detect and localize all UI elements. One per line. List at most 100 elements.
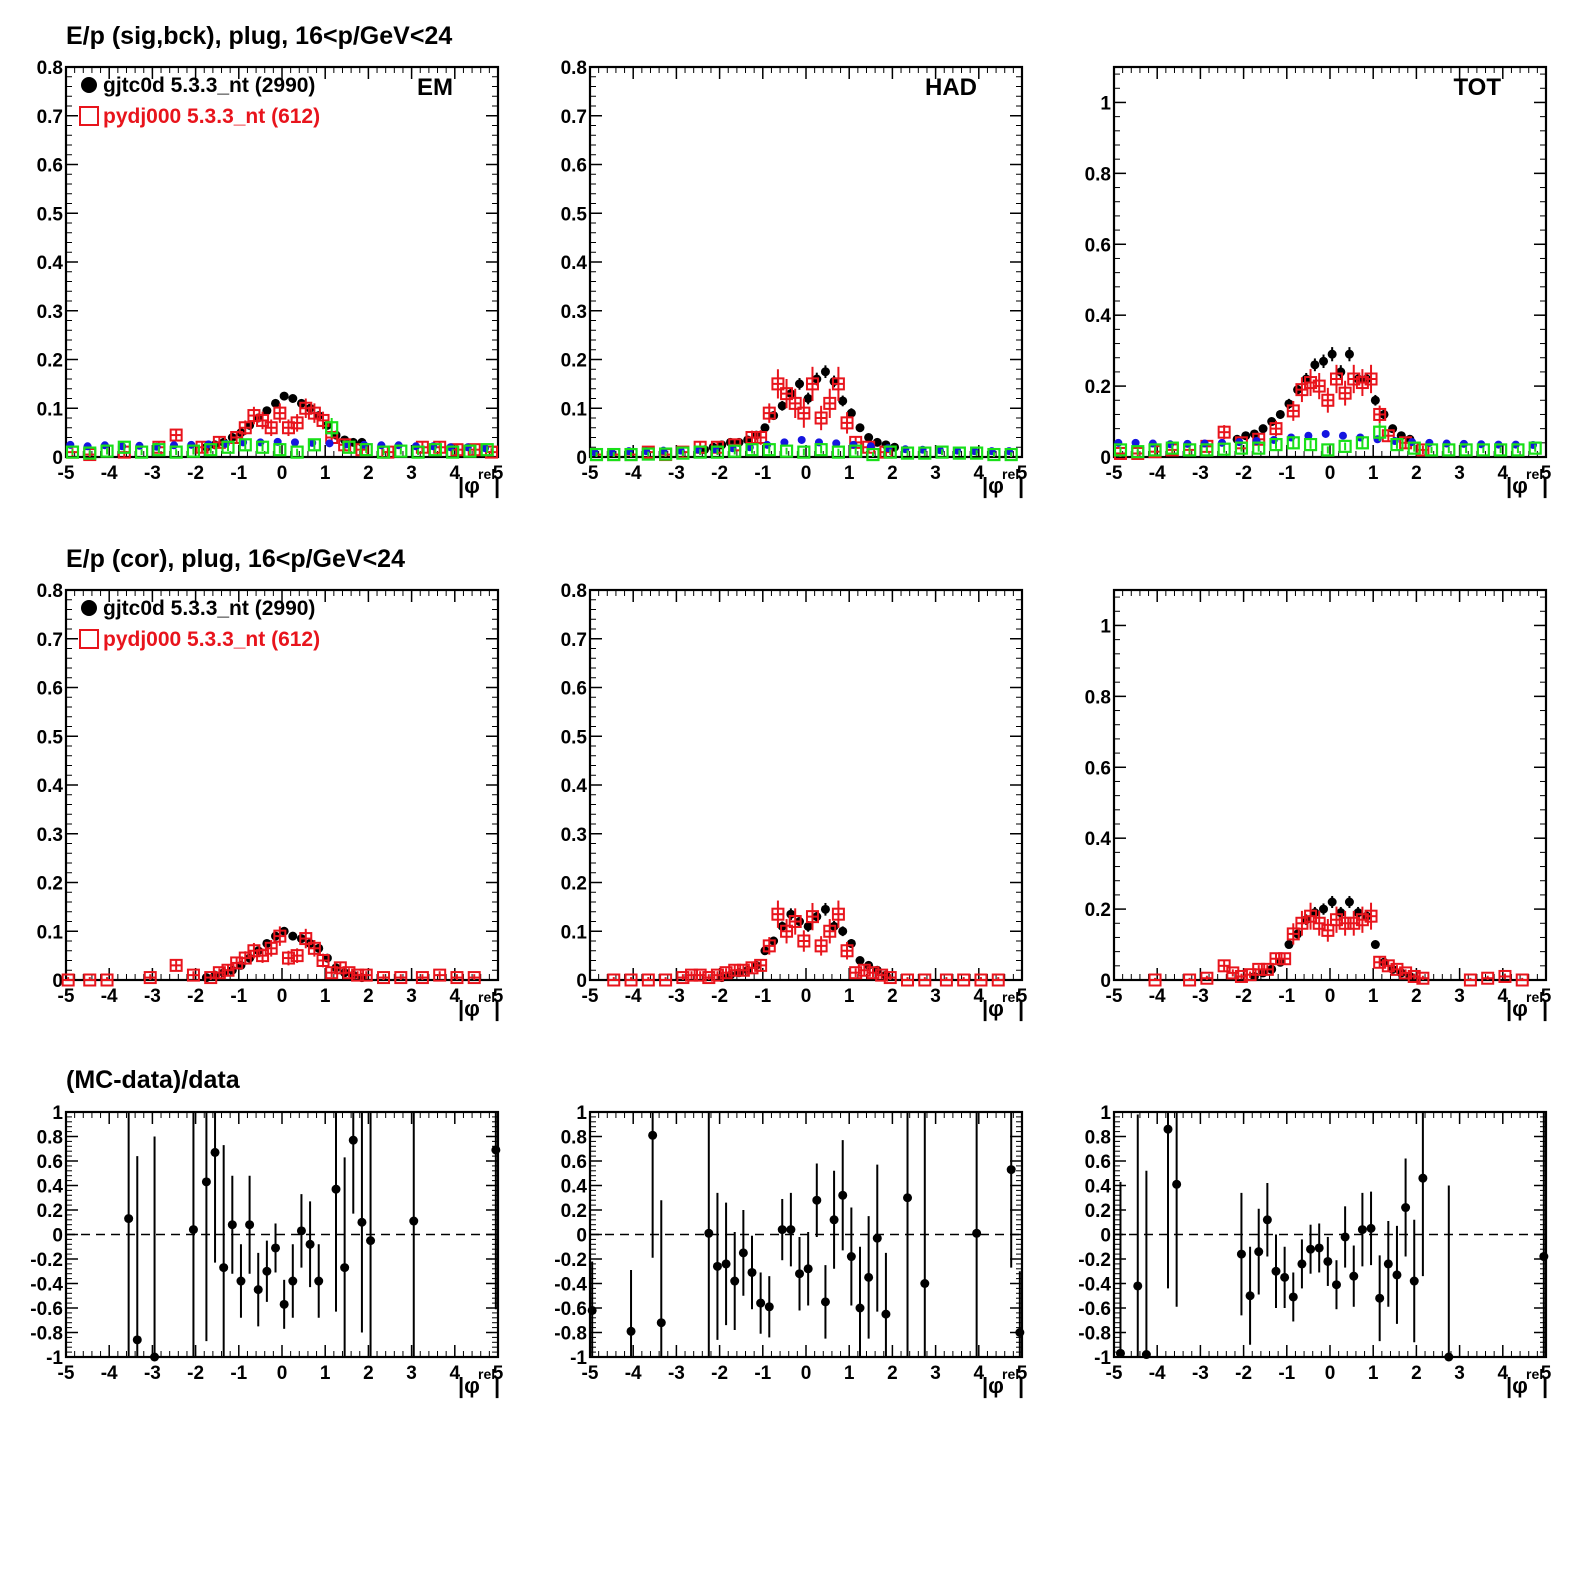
y-tick-label: 0.1 (37, 922, 64, 943)
y-tick-label: 0 (576, 448, 587, 469)
mc-point (1347, 372, 1361, 386)
mc-point (1399, 966, 1413, 980)
x-tick-label: 2 (887, 1363, 898, 1384)
y-tick-label: 0.2 (37, 1201, 63, 1222)
data-point (872, 1233, 882, 1243)
y-tick-label: 0.7 (37, 107, 63, 128)
legend-mc-marker (79, 106, 99, 126)
mc-point (814, 411, 828, 425)
bck-mc-point (1286, 436, 1300, 450)
data-point (1353, 908, 1363, 918)
mc-point (788, 915, 802, 928)
data-point (132, 1335, 142, 1345)
data-point (491, 1145, 501, 1155)
data-point (262, 1266, 272, 1276)
x-tick-label: -2 (1235, 1363, 1252, 1384)
mc-point (883, 971, 897, 985)
data-point (1163, 1124, 1173, 1134)
x-tick-label: 1 (844, 1363, 855, 1384)
mc-point (1515, 973, 1529, 987)
data-point (1340, 1232, 1350, 1242)
bck-mc-point (693, 445, 707, 459)
y-tick-label: -0.4 (1078, 1275, 1111, 1296)
mc-point (719, 966, 733, 980)
x-tick-label: -4 (101, 463, 118, 484)
data-point (1319, 356, 1329, 366)
bck-mc-point (221, 440, 235, 454)
data-point (648, 1130, 658, 1140)
mc-point (840, 416, 854, 430)
mc-point (1286, 404, 1300, 418)
x-tick-label: 2 (1411, 463, 1422, 484)
mc-point (1217, 425, 1231, 439)
x-tick-label: 5 (1017, 986, 1028, 1007)
panel-r2c1: -5 -4 -3 -2 -1 0 1 2 3 4 5 0 0.1 0.2 0.3 0.4 0.5 0.6 0.7 0.… (37, 581, 504, 1021)
data-point (1331, 1280, 1341, 1290)
data-point (1366, 1223, 1376, 1233)
mc-point (1364, 909, 1378, 923)
data-point (288, 394, 298, 403)
panel-r3c1: -5 -4 -3 -2 -1 0 1 2 3 4 5 -1 -0.8 -0.6 -0.4 -0.2 0 0.2 0.… (30, 1103, 503, 1398)
mc-point (745, 961, 759, 975)
data-point (1236, 1249, 1246, 1259)
bck-mc-point (658, 447, 673, 461)
mc-point (1226, 966, 1240, 980)
data-point (279, 391, 289, 401)
y-tick-label: 0.2 (561, 874, 587, 895)
mc-point (710, 968, 724, 982)
mc-point (299, 932, 313, 946)
legend-data-marker (81, 600, 97, 616)
mc-point (754, 958, 768, 972)
x-tick-label: 2 (363, 463, 374, 484)
data-point (348, 1135, 358, 1145)
y-tick-label: 0.3 (561, 825, 587, 846)
data-point (288, 1276, 298, 1286)
bck-mc-point (83, 446, 97, 460)
data-point (760, 423, 770, 433)
data-point (1323, 1256, 1333, 1266)
bck-mc-point (762, 443, 776, 457)
y-tick-label: 0.6 (1085, 235, 1111, 256)
data-point (1327, 349, 1337, 359)
x-tick-label: 3 (930, 986, 941, 1007)
x-tick-label: 4 (1498, 463, 1509, 484)
bck-mc-point (463, 444, 477, 458)
data-point (1314, 1243, 1324, 1253)
bck-data-point (1131, 438, 1140, 447)
x-axis-label: |φ (982, 996, 1004, 1021)
mc-point (433, 968, 447, 982)
mc-point (450, 971, 464, 985)
bck-mc-point (480, 443, 494, 457)
y-tick-label: 0.5 (37, 204, 64, 225)
data-point (764, 1302, 774, 1312)
data-point (838, 1190, 848, 1200)
data-point (1306, 1244, 1316, 1254)
y-tick-label: 0.4 (37, 776, 64, 797)
x-tick-label: -4 (625, 463, 642, 484)
bck-mc-point (204, 443, 218, 457)
y-tick-label: 0.8 (37, 1128, 63, 1149)
x-axis-label-close: | (494, 996, 500, 1021)
x-axis-label-sup: rel (478, 989, 495, 1005)
x-axis-label-close: | (1018, 996, 1024, 1021)
y-tick-label: 0.4 (1085, 306, 1112, 327)
data-point (820, 367, 830, 377)
mc-point (1373, 955, 1387, 969)
data-point (188, 1225, 198, 1235)
y-tick-label: 0 (52, 448, 63, 469)
bck-mc-point (238, 438, 252, 452)
data-point (803, 921, 813, 931)
mc-point (1217, 959, 1231, 973)
mc-point (1260, 962, 1274, 976)
mc-point (342, 966, 356, 980)
mc-point (1183, 973, 1197, 987)
data-point (747, 1267, 757, 1277)
data-point (846, 1252, 856, 1262)
x-axis-label: |φ (982, 1373, 1004, 1398)
x-axis-label: |φ (1506, 1373, 1528, 1398)
y-tick-label: -0.8 (1078, 1324, 1111, 1345)
data-point (881, 1309, 891, 1319)
y-tick-label: -1 (570, 1348, 587, 1369)
bck-mc-point (1182, 443, 1197, 457)
